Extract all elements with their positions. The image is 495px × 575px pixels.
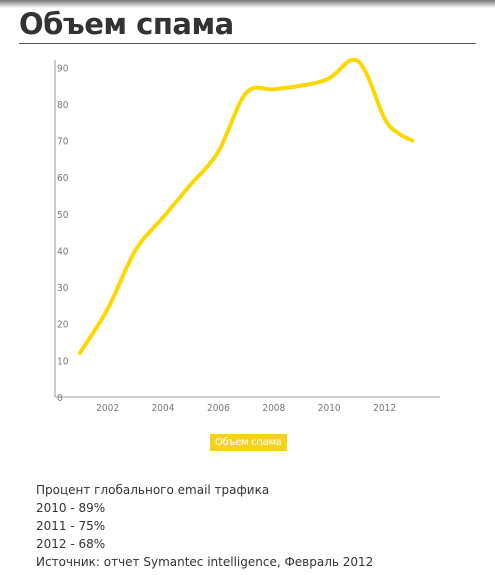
notes-line-2011: 2011 - 75%	[36, 519, 106, 533]
y-tick-label: 70	[57, 137, 69, 148]
title-divider	[19, 43, 476, 44]
x-tick-label: 2006	[207, 403, 230, 414]
x-tick-label: 2010	[318, 403, 341, 414]
page-title: Объем спама	[19, 7, 234, 41]
y-tick-label: 0	[57, 393, 63, 404]
x-tick-label: 2004	[152, 403, 175, 414]
y-tick-label: 10	[57, 356, 69, 367]
x-tick-label: 2008	[262, 403, 285, 414]
legend-item[interactable]: Объем спама	[210, 434, 287, 451]
notes-heading: Процент глобального email трафика	[36, 483, 270, 497]
top-shadow	[0, 0, 495, 8]
notes-line-2010: 2010 - 89%	[36, 501, 106, 515]
y-tick-label: 60	[57, 173, 69, 184]
y-tick-label: 90	[57, 63, 69, 74]
x-tick-label: 2002	[96, 403, 119, 414]
y-tick-label: 30	[57, 283, 69, 294]
chart-notes: Процент глобального email трафика 2010 -…	[36, 481, 373, 571]
notes-source: Источник: отчет Symantec intelligence, Ф…	[36, 555, 374, 569]
x-tick-label: 2012	[373, 403, 396, 414]
y-tick-label: 80	[57, 100, 69, 111]
series-line	[77, 57, 415, 355]
line-chart: 0 10 20 30 40 50 60 70 80 90 2002 2004 2006 2008 2010 2…	[54, 57, 440, 414]
notes-line-2012: 2012 - 68%	[36, 537, 106, 551]
y-tick-label: 50	[57, 210, 69, 221]
y-tick-label: 20	[57, 320, 69, 331]
y-tick-label: 40	[57, 246, 69, 257]
